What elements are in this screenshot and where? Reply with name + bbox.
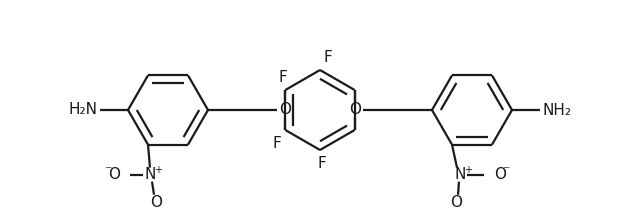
Text: O: O (108, 167, 120, 182)
Text: O: O (494, 167, 506, 182)
Text: ⁻: ⁻ (104, 165, 112, 179)
Text: O: O (349, 102, 361, 118)
Text: F: F (317, 155, 326, 171)
Text: O: O (279, 102, 291, 118)
Text: F: F (273, 136, 282, 150)
Text: ⁻: ⁻ (502, 165, 509, 179)
Text: F: F (279, 69, 288, 85)
Text: F: F (324, 49, 332, 65)
Text: NH₂: NH₂ (542, 102, 571, 118)
Text: O: O (150, 195, 162, 210)
Text: O: O (450, 195, 462, 210)
Text: +: + (464, 165, 472, 175)
Text: +: + (154, 165, 162, 175)
Text: N: N (454, 167, 466, 182)
Text: H₂N: H₂N (69, 102, 98, 118)
Text: N: N (144, 167, 156, 182)
